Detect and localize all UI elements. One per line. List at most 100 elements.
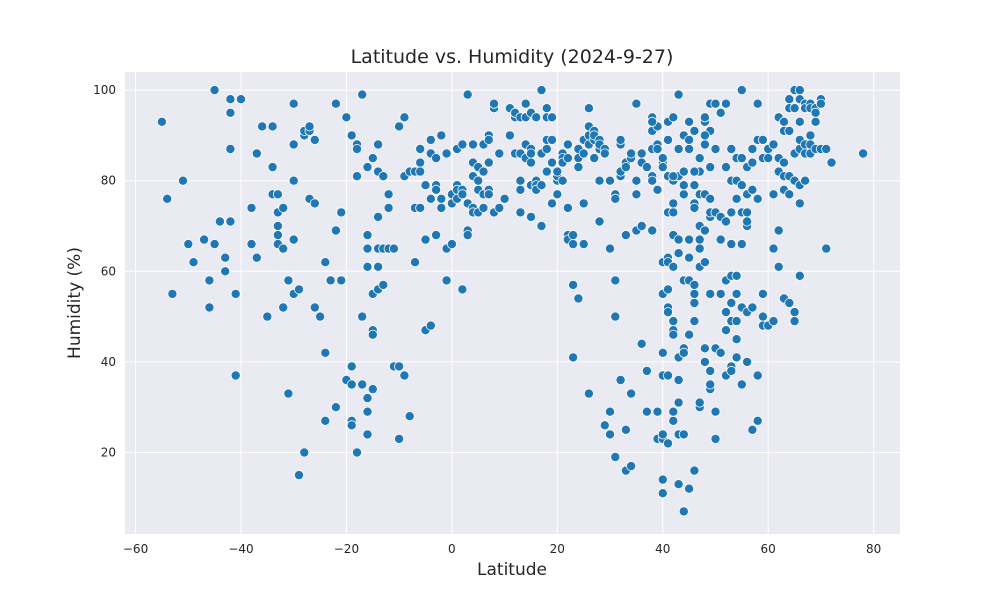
- data-point: [288, 234, 299, 245]
- data-point: [420, 180, 431, 191]
- data-point: [351, 171, 362, 182]
- data-point: [578, 148, 589, 159]
- data-point: [705, 288, 716, 299]
- data-point: [684, 116, 695, 127]
- x-tick-label: 80: [866, 542, 881, 556]
- data-point: [726, 297, 737, 308]
- data-point: [726, 365, 737, 376]
- data-point: [431, 184, 442, 195]
- data-point: [483, 189, 494, 200]
- data-point: [821, 143, 832, 154]
- data-point: [731, 352, 742, 363]
- data-point: [288, 139, 299, 150]
- data-point: [267, 162, 278, 173]
- data-point: [304, 121, 315, 132]
- data-point: [225, 216, 236, 227]
- data-point: [462, 89, 473, 100]
- data-point: [773, 261, 784, 272]
- data-point: [678, 189, 689, 200]
- data-point: [283, 275, 294, 286]
- data-point: [309, 134, 320, 145]
- data-point: [373, 261, 384, 272]
- data-point: [531, 112, 542, 123]
- data-point: [320, 347, 331, 358]
- data-point: [483, 157, 494, 168]
- data-point: [689, 166, 700, 177]
- grid-lines: [125, 72, 900, 534]
- data-point: [394, 433, 405, 444]
- data-point: [610, 275, 621, 286]
- data-point: [684, 483, 695, 494]
- data-point: [183, 239, 194, 250]
- data-point: [826, 157, 837, 168]
- data-point: [705, 365, 716, 376]
- data-point: [626, 388, 637, 399]
- data-point: [794, 85, 805, 96]
- data-point: [605, 175, 616, 186]
- data-point: [742, 207, 753, 218]
- data-point: [431, 230, 442, 241]
- data-point: [620, 162, 631, 173]
- data-point: [541, 103, 552, 114]
- data-point: [457, 139, 468, 150]
- data-point: [689, 465, 700, 476]
- data-point: [710, 433, 721, 444]
- data-point: [362, 243, 373, 254]
- data-point: [583, 388, 594, 399]
- data-point: [362, 406, 373, 417]
- data-point: [362, 261, 373, 272]
- data-point: [694, 397, 705, 408]
- data-point: [794, 270, 805, 281]
- data-point: [330, 98, 341, 109]
- data-point: [663, 307, 674, 318]
- data-point: [573, 162, 584, 173]
- data-point: [610, 451, 621, 462]
- x-axis-label: Latitude: [477, 560, 547, 580]
- data-point: [594, 216, 605, 227]
- data-point: [668, 415, 679, 426]
- data-point: [636, 148, 647, 159]
- data-point: [747, 184, 758, 195]
- data-point: [800, 175, 811, 186]
- data-point: [515, 207, 526, 218]
- data-point: [499, 193, 510, 204]
- x-tick-label: 20: [550, 542, 565, 556]
- data-point: [562, 139, 573, 150]
- data-point: [652, 184, 663, 195]
- x-tick-label: −60: [123, 542, 148, 556]
- y-tick-label: 60: [101, 264, 116, 278]
- data-point: [378, 171, 389, 182]
- data-point: [610, 311, 621, 322]
- data-point: [536, 180, 547, 191]
- data-point: [346, 379, 357, 390]
- data-point: [288, 175, 299, 186]
- data-point: [668, 112, 679, 123]
- data-point: [673, 248, 684, 259]
- data-point: [652, 406, 663, 417]
- data-point: [488, 98, 499, 109]
- data-point: [726, 239, 737, 250]
- data-point: [736, 85, 747, 96]
- data-point: [578, 198, 589, 209]
- data-point: [156, 116, 167, 127]
- data-point: [736, 239, 747, 250]
- data-point: [647, 175, 658, 186]
- data-point: [204, 302, 215, 313]
- data-point: [684, 234, 695, 245]
- data-point: [552, 166, 563, 177]
- data-point: [351, 143, 362, 154]
- data-point: [214, 216, 225, 227]
- data-point: [251, 252, 262, 263]
- data-point: [699, 356, 710, 367]
- data-point: [715, 288, 726, 299]
- y-tick-label: 80: [101, 174, 116, 188]
- data-point: [673, 234, 684, 245]
- data-point: [710, 143, 721, 154]
- data-point: [541, 143, 552, 154]
- x-tick-label: 60: [761, 542, 776, 556]
- data-point: [668, 406, 679, 417]
- data-point: [230, 370, 241, 381]
- y-tick-label: 20: [101, 445, 116, 459]
- data-point: [341, 112, 352, 123]
- data-point: [736, 379, 747, 390]
